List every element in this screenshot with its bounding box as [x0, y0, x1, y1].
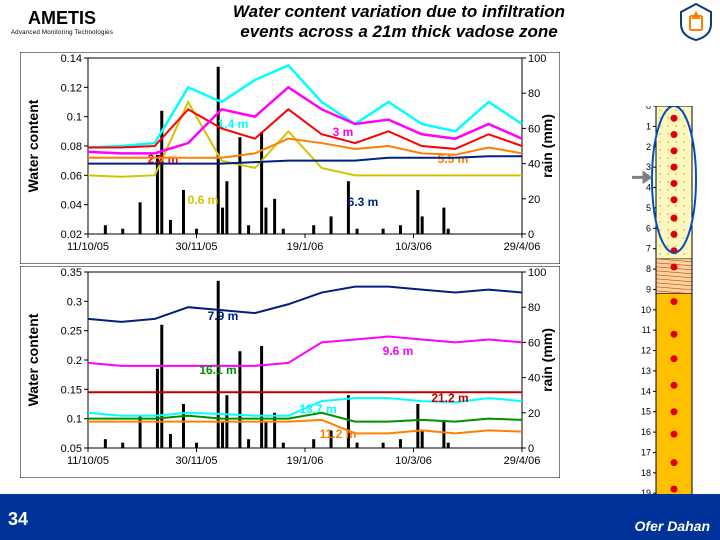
svg-text:15: 15: [641, 407, 651, 417]
svg-text:8: 8: [646, 264, 651, 274]
svg-text:0.3: 0.3: [67, 296, 82, 308]
svg-text:rain (mm): rain (mm): [539, 328, 555, 392]
svg-text:11/10/05: 11/10/05: [67, 455, 109, 467]
svg-text:80: 80: [528, 88, 540, 100]
svg-text:Water content: Water content: [25, 99, 41, 192]
svg-text:19/1/06: 19/1/06: [287, 455, 324, 467]
slide-title: Water content variation due to infiltrat…: [122, 2, 676, 43]
svg-text:0.08: 0.08: [61, 141, 82, 153]
svg-text:21.2 m: 21.2 m: [431, 391, 468, 405]
svg-text:12: 12: [641, 346, 651, 356]
svg-text:6.3 m: 6.3 m: [348, 195, 379, 209]
svg-text:0.14: 0.14: [61, 53, 82, 65]
svg-text:1: 1: [646, 121, 651, 131]
svg-text:0.02: 0.02: [61, 229, 82, 241]
slide-root: AMETIS Advanced Monitoring Technologies …: [0, 0, 720, 540]
title-line1: Water content variation due to infiltrat…: [233, 2, 565, 21]
svg-text:0: 0: [528, 229, 534, 241]
svg-text:7.9 m: 7.9 m: [208, 309, 239, 323]
svg-text:0.15: 0.15: [61, 384, 82, 396]
svg-text:7: 7: [646, 244, 651, 254]
charts-area: 0.020.040.060.080.10.120.140204060801001…: [0, 52, 720, 492]
chart-bottom: 0.050.10.150.20.250.30.3502040608010011/…: [20, 266, 560, 478]
svg-text:29/4/06: 29/4/06: [504, 241, 541, 253]
svg-text:0: 0: [646, 106, 651, 111]
svg-text:10/3/06: 10/3/06: [395, 241, 432, 253]
title-line2: events across a 21m thick vadose zone: [240, 22, 558, 41]
svg-text:0.12: 0.12: [61, 82, 82, 94]
svg-text:29/4/06: 29/4/06: [504, 455, 541, 467]
svg-text:19/1/06: 19/1/06: [287, 241, 324, 253]
svg-text:30/11/05: 30/11/05: [175, 241, 217, 253]
svg-text:16.1 m: 16.1 m: [199, 363, 236, 377]
svg-text:0.1: 0.1: [67, 112, 82, 124]
svg-text:0.35: 0.35: [61, 267, 82, 279]
svg-text:100: 100: [528, 267, 546, 279]
svg-text:0.06: 0.06: [61, 170, 82, 182]
svg-text:0.25: 0.25: [61, 326, 82, 338]
svg-text:9: 9: [646, 284, 651, 294]
svg-text:2: 2: [646, 142, 651, 152]
svg-text:17: 17: [641, 447, 651, 457]
author-name: Ofer Dahan: [635, 518, 710, 534]
svg-text:10: 10: [641, 305, 651, 315]
chart-top: 0.020.040.060.080.10.120.140204060801001…: [20, 52, 560, 264]
svg-text:3 m: 3 m: [333, 125, 354, 139]
slide-header: AMETIS Advanced Monitoring Technologies …: [0, 0, 720, 44]
logo-bgu: [676, 2, 716, 42]
svg-text:0: 0: [528, 443, 534, 455]
svg-text:80: 80: [528, 302, 540, 314]
logo-left-sub: Advanced Monitoring Technologies: [11, 29, 113, 36]
svg-text:5: 5: [646, 203, 651, 213]
svg-text:10/3/06: 10/3/06: [395, 455, 432, 467]
logo-ametis: AMETIS Advanced Monitoring Technologies: [2, 0, 122, 44]
svg-text:0.1: 0.1: [67, 414, 82, 426]
svg-text:20: 20: [528, 408, 540, 420]
slide-footer: 34 Ofer Dahan: [0, 494, 720, 540]
svg-text:9.6 m: 9.6 m: [383, 344, 414, 358]
svg-text:6: 6: [646, 223, 651, 233]
svg-text:20: 20: [528, 194, 540, 206]
svg-text:0.05: 0.05: [61, 443, 82, 455]
svg-text:18: 18: [641, 468, 651, 478]
svg-text:30/11/05: 30/11/05: [175, 455, 217, 467]
svg-text:0.2: 0.2: [67, 355, 82, 367]
svg-text:3: 3: [646, 162, 651, 172]
svg-text:11/10/05: 11/10/05: [67, 241, 109, 253]
page-number: 34: [8, 509, 28, 530]
svg-text:rain (mm): rain (mm): [539, 114, 555, 178]
svg-text:14: 14: [641, 386, 651, 396]
svg-text:0.04: 0.04: [61, 200, 82, 212]
stratigraphy-column: 0123456789101112131415161718192021: [628, 106, 712, 536]
svg-text:4: 4: [646, 183, 651, 193]
svg-text:0.6 m: 0.6 m: [188, 193, 219, 207]
svg-text:16: 16: [641, 427, 651, 437]
svg-text:11.2 m: 11.2 m: [320, 427, 357, 441]
svg-text:Water content: Water content: [25, 313, 41, 406]
svg-text:13: 13: [641, 366, 651, 376]
svg-text:11: 11: [642, 325, 651, 335]
logo-left-text: AMETIS: [28, 8, 96, 29]
svg-text:100: 100: [528, 53, 546, 65]
svg-text:5.5 m: 5.5 m: [438, 152, 469, 166]
